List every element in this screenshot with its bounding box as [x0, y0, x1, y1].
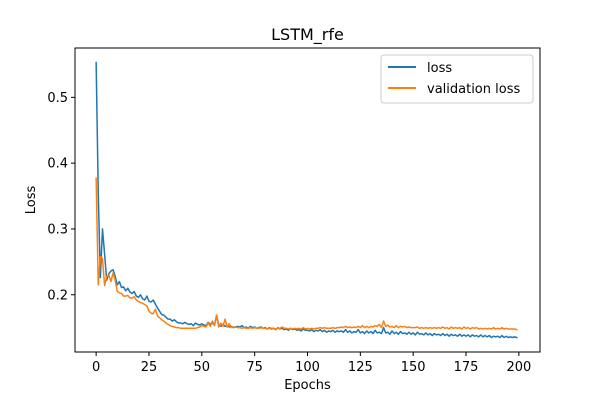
x-tick-label: 25 [141, 360, 158, 375]
axis-ticks: 0 25 50 75 100 125 150 175 200 0.2 0.3 0.4 0.5 [47, 91, 531, 375]
x-axis-label: Epochs [284, 378, 331, 393]
series-line-loss [95, 61, 518, 339]
y-tick-label: 0.2 [47, 288, 68, 303]
legend-label-loss: loss [427, 61, 452, 76]
x-tick-label: 75 [246, 360, 263, 375]
legend: loss validation loss [380, 54, 534, 104]
y-tick-label: 0.4 [47, 157, 68, 172]
series-line-validation-loss [95, 177, 518, 331]
y-tick-label: 0.3 [47, 222, 68, 237]
y-tick-label: 0.5 [47, 91, 68, 106]
x-tick-label: 0 [92, 360, 100, 375]
x-tick-label: 200 [506, 360, 531, 375]
x-tick-label: 150 [401, 360, 426, 375]
x-tick-label: 50 [194, 360, 211, 375]
series-lines [95, 61, 518, 339]
legend-box [380, 54, 534, 104]
x-tick-label: 100 [295, 360, 320, 375]
y-axis-label: Loss [24, 186, 39, 215]
chart-title: LSTM_rfe [271, 25, 344, 45]
x-tick-label: 175 [454, 360, 479, 375]
x-tick-label: 125 [348, 360, 373, 375]
legend-label-validation-loss: validation loss [427, 82, 520, 97]
plot-frame [74, 47, 541, 353]
